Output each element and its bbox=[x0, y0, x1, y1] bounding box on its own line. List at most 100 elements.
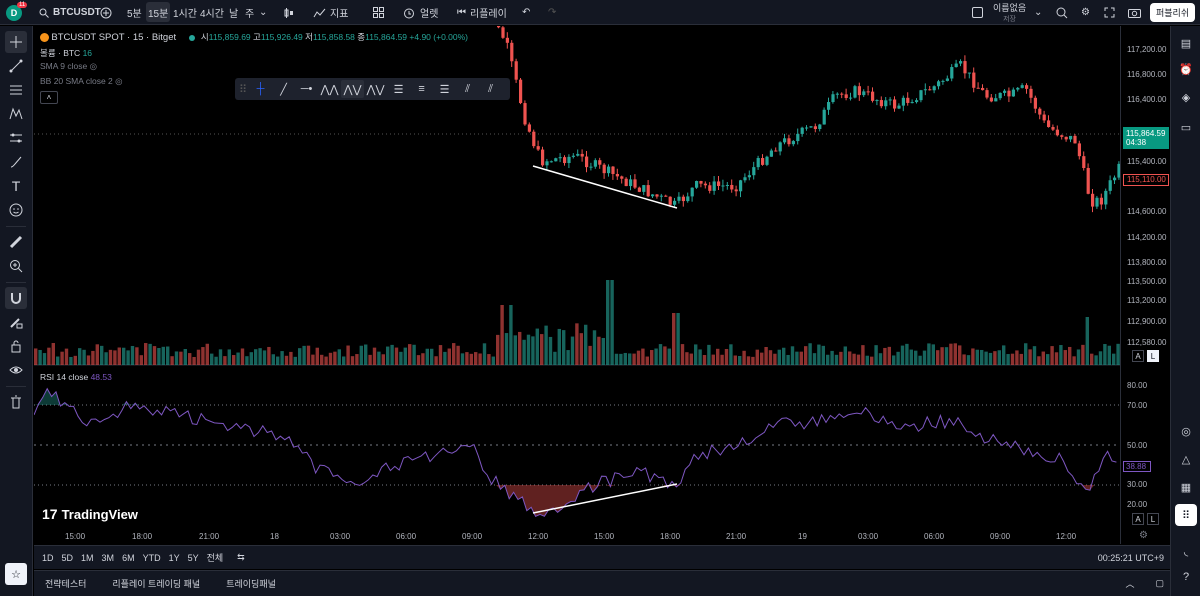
redo-button[interactable]: ↷ bbox=[548, 0, 556, 25]
clock[interactable]: 00:25:21 UTC+9 bbox=[1097, 552, 1164, 563]
rsi-legend[interactable]: RSI 14 close 48.53 bbox=[40, 372, 112, 382]
collapse-legend-button[interactable]: ˄ bbox=[40, 91, 58, 104]
tab-strategy-tester[interactable]: 전략테스터 bbox=[45, 579, 87, 589]
fib-icon[interactable]: ☰ bbox=[439, 83, 450, 96]
lock-drawings-tool[interactable] bbox=[5, 335, 27, 357]
parallel-channel-icon[interactable]: ☰ bbox=[393, 83, 404, 96]
volume-legend[interactable]: 볼륨 · BTC 16 bbox=[40, 47, 92, 59]
tab-replay-panel[interactable]: 리플레이 트레이딩 패널 bbox=[112, 579, 201, 589]
layout-name-menu[interactable]: 이름없음 저장 bbox=[993, 0, 1026, 25]
indicators-button[interactable]: 지표 bbox=[313, 0, 348, 25]
user-avatar[interactable]: D 11 bbox=[6, 0, 28, 25]
fullscreen-button[interactable] bbox=[1104, 0, 1115, 25]
chart-pane[interactable]: BTCUSDT SPOT · 15 · Bitget 시115,859.69 고… bbox=[34, 26, 1120, 544]
sma-legend[interactable]: SMA 9 close ◎ bbox=[40, 61, 97, 72]
object-tree-button[interactable]: ◈ bbox=[1175, 86, 1197, 108]
range-1d[interactable]: 1D bbox=[42, 552, 54, 563]
trend-line-tool[interactable] bbox=[5, 55, 27, 77]
interval-day[interactable]: 날 bbox=[229, 9, 239, 20]
pattern-icon bbox=[9, 107, 23, 121]
interval-week[interactable]: 주 bbox=[245, 9, 255, 20]
volume-bar bbox=[1028, 349, 1032, 365]
favorites-button[interactable]: ☆ bbox=[5, 563, 27, 585]
stay-drawing-tool[interactable] bbox=[5, 311, 27, 333]
range-1m[interactable]: 1M bbox=[81, 552, 94, 563]
replay-button[interactable]: ⏮ 리플레이 bbox=[457, 0, 507, 25]
interval-4h[interactable]: 4시간 bbox=[200, 9, 224, 20]
rsi-auto-scale-button[interactable]: A bbox=[1132, 513, 1144, 525]
price-trendline[interactable] bbox=[532, 165, 678, 209]
interval-5m[interactable]: 5분 bbox=[127, 9, 142, 20]
price-chart[interactable] bbox=[34, 26, 1120, 544]
drag-handle-icon[interactable]: ⠿ bbox=[239, 83, 248, 96]
brush-tool[interactable] bbox=[5, 151, 27, 173]
range-all[interactable]: 전체 bbox=[206, 553, 224, 563]
remove-drawings-tool[interactable] bbox=[5, 391, 27, 413]
log-scale-button[interactable]: L bbox=[1147, 350, 1159, 362]
volume-bar bbox=[566, 350, 570, 365]
crosshair-tool[interactable] bbox=[5, 31, 27, 53]
layout-checkbox[interactable] bbox=[972, 0, 983, 25]
regression-icon[interactable]: ≡ bbox=[418, 83, 425, 95]
range-6m[interactable]: 6M bbox=[122, 552, 135, 563]
crosshair-icon[interactable]: ┼ bbox=[256, 83, 265, 95]
rsi-log-scale-button[interactable]: L bbox=[1147, 513, 1159, 525]
calendar-button[interactable]: ▦ bbox=[1175, 476, 1197, 498]
templates-button[interactable] bbox=[373, 0, 384, 25]
measure-tool[interactable] bbox=[5, 231, 27, 253]
range-5d[interactable]: 5D bbox=[61, 552, 74, 563]
maximize-panel-icon[interactable]: ▢ bbox=[1155, 578, 1164, 588]
layout-dropdown[interactable]: ⌄ bbox=[1034, 0, 1042, 25]
pattern-tool[interactable] bbox=[5, 103, 27, 125]
alerts-button[interactable]: 얼렛 bbox=[403, 0, 438, 25]
interval-1h[interactable]: 1시간 bbox=[173, 9, 197, 20]
gann-icon[interactable]: ⫽ bbox=[488, 82, 494, 95]
path-icon[interactable]: ⋀⋁ bbox=[341, 80, 365, 98]
range-5y[interactable]: 5Y bbox=[187, 552, 199, 563]
watchlist-button[interactable]: ▤ bbox=[1175, 32, 1197, 54]
interval-dropdown[interactable]: ⌄ bbox=[259, 0, 267, 25]
interval-15m[interactable]: 15분 bbox=[146, 2, 171, 22]
help-button[interactable]: ? bbox=[1175, 566, 1197, 588]
tab-trading-panel[interactable]: 트레이딩패널 bbox=[226, 579, 276, 589]
pitchfork-icon[interactable]: ⫽ bbox=[465, 82, 471, 95]
volume-bar bbox=[579, 333, 583, 365]
compare-add-button[interactable] bbox=[100, 0, 112, 25]
publish-button[interactable]: 퍼블리쉬 bbox=[1150, 3, 1196, 22]
chevron-up-icon[interactable]: ︿ bbox=[1125, 579, 1135, 589]
chart-type-button[interactable] bbox=[283, 0, 295, 25]
magnet-tool[interactable] bbox=[5, 287, 27, 309]
pattern-icon[interactable]: ⋀⋀ bbox=[320, 83, 339, 96]
trend-line-icon[interactable]: ╱ bbox=[280, 83, 287, 96]
signal-button[interactable]: ◟ bbox=[1175, 540, 1197, 562]
volume-bar bbox=[654, 348, 658, 365]
apps-button[interactable]: ⠿ bbox=[1175, 504, 1197, 526]
ideas-button[interactable]: ◎ bbox=[1175, 420, 1197, 442]
auto-scale-button[interactable]: A bbox=[1132, 350, 1144, 362]
horizontal-ray-icon[interactable]: ─• bbox=[300, 83, 313, 95]
chat-button[interactable]: ▭ bbox=[1175, 116, 1197, 138]
alerts-panel-button[interactable]: ⏰ bbox=[1175, 58, 1197, 80]
projection-tool[interactable] bbox=[5, 127, 27, 149]
settings-button[interactable]: ⚙ bbox=[1081, 0, 1090, 25]
text-tool[interactable]: T bbox=[5, 175, 27, 197]
range-ytd[interactable]: YTD bbox=[142, 552, 161, 563]
quick-search-button[interactable] bbox=[1056, 0, 1068, 25]
fib-tool[interactable] bbox=[5, 79, 27, 101]
time-axis-settings[interactable]: ⚙ bbox=[1139, 530, 1148, 541]
snapshot-button[interactable] bbox=[1128, 0, 1141, 25]
symbol-search[interactable]: BTCUSDT bbox=[38, 0, 101, 25]
date-range-icon[interactable]: ⇆ bbox=[237, 552, 245, 562]
tradingview-logo[interactable]: 17 TradingView bbox=[42, 506, 138, 522]
undo-button[interactable]: ↶ bbox=[522, 0, 530, 25]
polyline-icon[interactable]: ⋀⋁ bbox=[366, 83, 385, 96]
rsi-trendline[interactable] bbox=[532, 483, 678, 514]
range-3m[interactable]: 3M bbox=[101, 552, 115, 563]
price-axis[interactable]: 117,200.00 116,800.00 116,400.00 115,864… bbox=[1120, 26, 1170, 544]
pine-editor-button[interactable]: △ bbox=[1175, 448, 1197, 470]
hide-drawings-tool[interactable] bbox=[5, 359, 27, 381]
icon-tool[interactable] bbox=[5, 199, 27, 221]
range-1y[interactable]: 1Y bbox=[168, 552, 180, 563]
zoom-tool[interactable] bbox=[5, 255, 27, 277]
bb-legend[interactable]: BB 20 SMA close 2 ◎ bbox=[40, 76, 123, 87]
